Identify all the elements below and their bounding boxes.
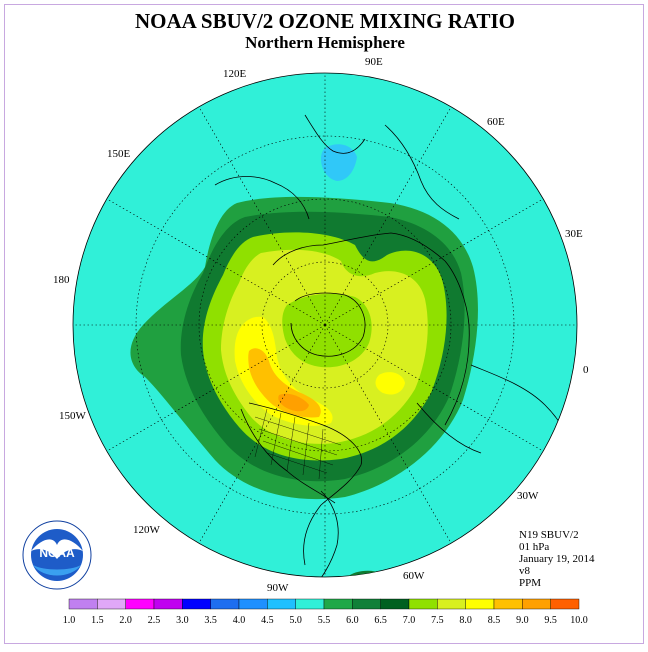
legend-box-4 bbox=[182, 598, 211, 610]
legend-label-7: 4.5 bbox=[261, 615, 274, 626]
legend-label-13: 7.5 bbox=[431, 615, 444, 626]
polar-map: 90E 60E 30E 0 30W 60W 90W 120W 150W 180 … bbox=[22, 56, 589, 594]
lon-label-60e: 60E bbox=[487, 116, 505, 128]
contour-8-5 bbox=[278, 393, 309, 412]
graticule bbox=[73, 73, 577, 577]
meta-version: v8 bbox=[519, 565, 530, 577]
legend-label-9: 5.5 bbox=[318, 615, 331, 626]
legend-label-1: 1.5 bbox=[91, 615, 104, 626]
lon-label-0: 0 bbox=[583, 364, 589, 376]
lon-label-150w: 150W bbox=[59, 410, 87, 422]
logo-wordmark: NOAA bbox=[39, 546, 75, 560]
legend-labels: 1.0 1.5 2.0 2.5 3.0 3.5 4.0 4.5 5.0 5.5 6.0 6.5 7.0 7… bbox=[63, 615, 588, 626]
legend-box-12 bbox=[408, 598, 438, 610]
lon-label-90e: 90E bbox=[365, 56, 383, 68]
meta-units: PPM bbox=[519, 577, 542, 589]
lon-label-90w: 90W bbox=[267, 582, 289, 594]
legend-label-12: 7.0 bbox=[403, 615, 416, 626]
map-frame: NOAA SBUV/2 OZONE MIXING RATIO Northern … bbox=[4, 4, 644, 644]
legend-box-13 bbox=[437, 598, 466, 610]
state-boundaries bbox=[254, 408, 342, 480]
legend-label-11: 6.5 bbox=[374, 615, 387, 626]
legend-box-0 bbox=[68, 598, 98, 610]
meta-instrument: N19 SBUV/2 bbox=[519, 529, 579, 541]
legend-box-5 bbox=[210, 598, 240, 610]
map-metadata: N19 SBUV/2 01 hPa January 19, 2014 v8 PP… bbox=[519, 529, 594, 589]
page-subtitle: Northern Hemisphere bbox=[245, 33, 405, 52]
lon-label-30w: 30W bbox=[517, 490, 539, 502]
legend-box-1 bbox=[97, 598, 126, 610]
legend-label-4: 3.0 bbox=[176, 615, 189, 626]
legend-color-boxes bbox=[68, 598, 580, 610]
longitude-labels: 90E 60E 30E 0 30W 60W 90W 120W 150W 180 … bbox=[53, 56, 589, 594]
legend-box-8 bbox=[295, 598, 325, 610]
lon-label-120e: 120E bbox=[223, 68, 247, 80]
page-title: NOAA SBUV/2 OZONE MIXING RATIO bbox=[135, 9, 515, 33]
lon-label-120w: 120W bbox=[133, 524, 161, 536]
legend-box-6 bbox=[238, 598, 268, 610]
legend-box-10 bbox=[352, 598, 381, 610]
contour-7-5-east bbox=[375, 372, 405, 395]
legend-label-16: 9.0 bbox=[516, 615, 529, 626]
legend-box-15 bbox=[493, 598, 523, 610]
legend-label-2: 2.0 bbox=[119, 615, 131, 626]
lon-label-60w: 60W bbox=[403, 570, 425, 582]
meta-level: 01 hPa bbox=[519, 541, 550, 553]
legend-box-11 bbox=[380, 598, 410, 610]
legend-label-8: 5.0 bbox=[289, 615, 302, 626]
legend-box-7 bbox=[267, 598, 296, 610]
color-legend: 1.0 1.5 2.0 2.5 3.0 3.5 4.0 4.5 5.0 5.5 6.0 6.5 7.0 7… bbox=[63, 598, 588, 626]
legend-label-14: 8.0 bbox=[459, 615, 472, 626]
cyan-low-region bbox=[321, 144, 357, 181]
legend-box-2 bbox=[125, 598, 155, 610]
legend-box-17 bbox=[550, 598, 580, 610]
legend-label-15: 8.5 bbox=[488, 615, 501, 626]
legend-box-3 bbox=[153, 598, 183, 610]
legend-label-3: 2.5 bbox=[148, 615, 161, 626]
meta-date: January 19, 2014 bbox=[519, 553, 595, 565]
legend-label-10: 6.0 bbox=[346, 615, 359, 626]
legend-label-5: 3.5 bbox=[204, 615, 217, 626]
legend-label-17: 9.5 bbox=[544, 615, 557, 626]
legend-box-16 bbox=[522, 598, 551, 610]
legend-label-6: 4.0 bbox=[233, 615, 246, 626]
lon-label-180: 180 bbox=[53, 274, 70, 286]
lon-label-150e: 150E bbox=[107, 148, 131, 160]
legend-label-0: 1.0 bbox=[63, 615, 75, 626]
legend-box-14 bbox=[465, 598, 495, 610]
legend-box-9 bbox=[323, 598, 353, 610]
lon-label-30e: 30E bbox=[565, 228, 583, 240]
noaa-logo: NOAA bbox=[22, 520, 92, 590]
legend-label-18: 10.0 bbox=[570, 615, 588, 626]
